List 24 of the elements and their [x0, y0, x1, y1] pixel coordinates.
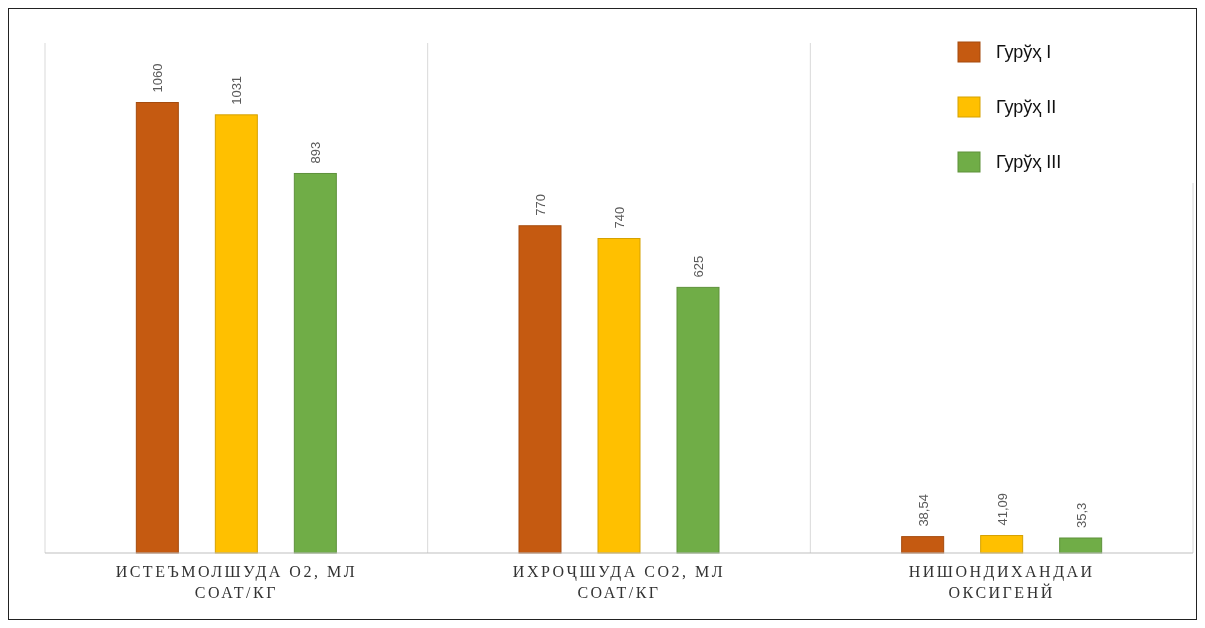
bar — [980, 535, 1024, 554]
data-label: 740 — [612, 206, 627, 229]
x-tick-label: ИСТЕЪМОЛШУДА О2, МЛ СОАТ/КГ — [115, 563, 358, 601]
legend-label: Гурўҳ III — [996, 152, 1062, 172]
legend-label: Гурўҳ I — [996, 42, 1052, 62]
data-label: 1031 — [229, 75, 245, 105]
bar — [214, 114, 258, 554]
bar — [293, 172, 337, 554]
bar — [901, 536, 945, 554]
bar — [676, 286, 720, 554]
x-tick-label: ИХРОҶШУДА CO2, МЛ СОАТ/КГ — [512, 563, 726, 601]
legend-label: Гурўҳ II — [996, 97, 1057, 117]
data-label: 38,54 — [915, 494, 931, 527]
data-label: 41,09 — [994, 492, 1010, 526]
bar — [597, 238, 641, 554]
data-label: 625 — [691, 255, 706, 278]
data-label: 770 — [533, 194, 548, 216]
data-label: 35,3 — [1073, 502, 1089, 528]
data-label: 893 — [308, 141, 324, 164]
data-label: 1060 — [150, 63, 166, 93]
bar — [135, 102, 179, 554]
bar — [1059, 537, 1103, 554]
x-tick-label: НИШОНДИХАНДАИ ОКСИГЕНЙ — [908, 563, 1095, 601]
bar — [518, 225, 562, 554]
